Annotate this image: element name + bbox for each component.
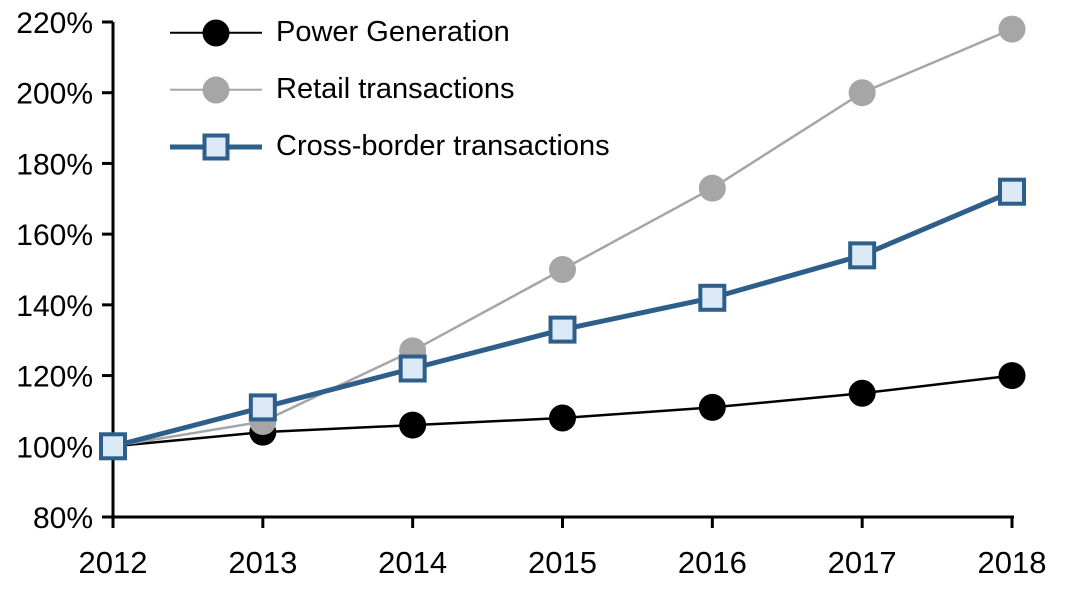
data-point-marker bbox=[549, 404, 576, 432]
data-point-marker bbox=[998, 177, 1026, 206]
legend: Power Generation Retail transactions Cro… bbox=[170, 4, 610, 175]
y-tick-label: 120% bbox=[16, 361, 93, 394]
y-tick-label: 100% bbox=[16, 431, 93, 464]
y-tick-label: 80% bbox=[33, 502, 93, 535]
data-point-marker bbox=[398, 354, 427, 383]
data-point-marker bbox=[248, 393, 277, 422]
power-generation-marker-icon bbox=[170, 18, 262, 48]
data-point-marker bbox=[698, 283, 727, 312]
y-tick-label: 180% bbox=[16, 148, 93, 181]
legend-item-power-generation: Power Generation bbox=[170, 4, 610, 61]
x-tick-label: 2018 bbox=[978, 545, 1047, 580]
data-point-marker bbox=[399, 411, 427, 439]
data-point-marker bbox=[998, 362, 1026, 390]
cross-border-transactions-marker-icon bbox=[170, 132, 262, 162]
data-point-marker bbox=[848, 379, 876, 407]
x-tick-label: 2012 bbox=[79, 545, 148, 580]
data-point-marker bbox=[698, 174, 726, 202]
y-tick-label: 160% bbox=[16, 219, 93, 252]
data-point-marker bbox=[998, 15, 1026, 43]
x-tick-label: 2015 bbox=[528, 545, 597, 580]
y-tick-label: 200% bbox=[16, 78, 93, 111]
data-point-marker bbox=[99, 432, 127, 461]
data-point-marker bbox=[548, 315, 577, 344]
data-point-marker bbox=[549, 256, 576, 283]
y-tick-label: 220% bbox=[16, 7, 93, 40]
retail-transactions-marker-icon bbox=[170, 75, 262, 105]
y-tick-label: 140% bbox=[16, 290, 93, 323]
x-tick-label: 2014 bbox=[378, 545, 447, 580]
x-tick-label: 2016 bbox=[678, 545, 747, 580]
legend-item-cross-border-transactions: Cross-border transactions bbox=[170, 118, 610, 175]
data-point-marker bbox=[848, 241, 877, 270]
x-tick-label: 2017 bbox=[828, 545, 897, 580]
legend-label: Cross-border transactions bbox=[276, 130, 610, 162]
data-point-marker bbox=[698, 393, 726, 421]
legend-label: Power Generation bbox=[276, 16, 510, 48]
legend-label: Retail transactions bbox=[276, 73, 515, 105]
data-point-marker bbox=[848, 79, 876, 107]
x-tick-label: 2013 bbox=[228, 545, 297, 580]
legend-item-retail-transactions: Retail transactions bbox=[170, 61, 610, 118]
